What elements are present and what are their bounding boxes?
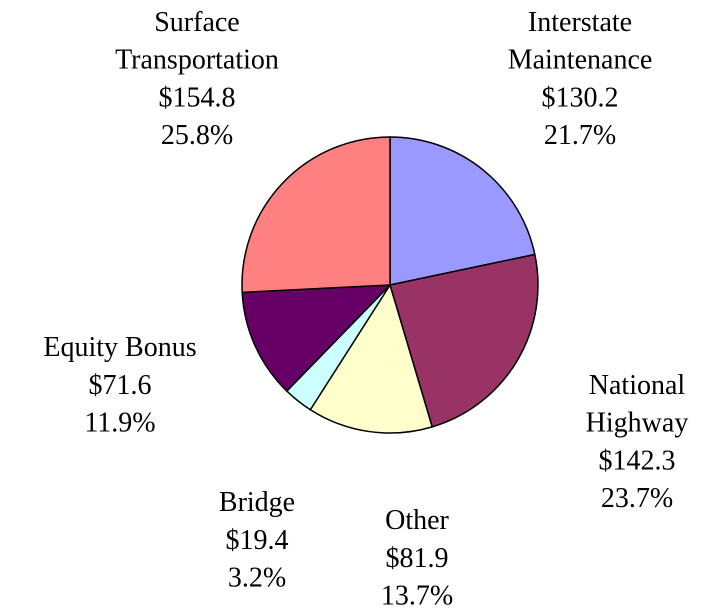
slice-label: National Highway — [586, 370, 689, 439]
label-line: Interstate — [528, 7, 632, 38]
slice-label: Surface Transportation — [115, 7, 279, 76]
label-line: Highway — [586, 408, 689, 439]
slice-label: Other — [385, 505, 449, 536]
percentage-label: 3.2% — [228, 562, 286, 593]
percentage-label: 25.8% — [161, 120, 233, 151]
percentage-label: 11.9% — [84, 407, 155, 438]
pie-slice — [389, 253, 539, 428]
value-label: $142.3 — [599, 445, 676, 476]
slice-label: Equity Bonus — [43, 332, 196, 363]
pie-slice — [309, 283, 434, 434]
value-label: $154.8 — [159, 82, 236, 113]
label-line: Transportation — [115, 45, 279, 76]
percentage-label: 23.7% — [601, 483, 673, 514]
value-label: $130.2 — [542, 82, 619, 113]
pie-slice — [389, 136, 536, 286]
percentage-label: 21.7% — [544, 120, 616, 151]
label-line: Equity Bonus — [43, 332, 196, 363]
pie-slice — [241, 284, 392, 393]
label-line: Maintenance — [508, 45, 653, 76]
value-label: $71.6 — [89, 370, 152, 401]
value-label: $81.9 — [386, 543, 449, 574]
slice-label: Bridge — [219, 487, 295, 518]
percentage-label: 13.7% — [381, 580, 453, 611]
label-line: Bridge — [219, 487, 295, 518]
slice-label: Interstate Maintenance — [508, 7, 653, 76]
pie-slice — [241, 136, 391, 294]
label-line: National — [589, 370, 686, 401]
label-line: Surface — [154, 7, 240, 38]
label-line: Other — [385, 505, 449, 536]
value-label: $19.4 — [226, 525, 289, 556]
